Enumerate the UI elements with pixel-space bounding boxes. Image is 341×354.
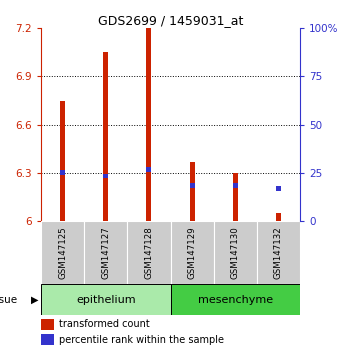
Bar [190, 161, 195, 221]
Text: ▶: ▶ [31, 295, 38, 305]
Bar [41, 284, 170, 315]
Bar [276, 186, 281, 191]
Bar [41, 221, 84, 284]
Text: mesenchyme: mesenchyme [198, 295, 273, 305]
Bar [60, 170, 65, 175]
Bar [276, 213, 281, 221]
Text: GSM147127: GSM147127 [101, 226, 110, 279]
Bar [41, 334, 54, 346]
Bar [214, 221, 257, 284]
Title: GDS2699 / 1459031_at: GDS2699 / 1459031_at [98, 14, 243, 27]
Text: epithelium: epithelium [76, 295, 135, 305]
Text: GSM147128: GSM147128 [144, 226, 153, 279]
Bar [233, 183, 238, 188]
Text: GSM147129: GSM147129 [188, 226, 197, 279]
Bar [170, 221, 214, 284]
Bar [84, 221, 127, 284]
Bar [233, 173, 238, 221]
Bar [146, 28, 151, 221]
Text: tissue: tissue [0, 295, 18, 305]
Bar [257, 221, 300, 284]
Text: percentile rank within the sample: percentile rank within the sample [59, 335, 224, 345]
Text: GSM147130: GSM147130 [231, 226, 240, 279]
Bar [60, 101, 65, 221]
Text: GSM147125: GSM147125 [58, 226, 67, 279]
Bar [103, 52, 108, 221]
Bar [146, 167, 151, 172]
Bar [190, 183, 195, 188]
Bar [127, 221, 170, 284]
Text: transformed count: transformed count [59, 319, 150, 329]
Text: GSM147132: GSM147132 [274, 226, 283, 279]
Bar [103, 173, 108, 178]
Bar [41, 319, 54, 330]
Bar [170, 284, 300, 315]
